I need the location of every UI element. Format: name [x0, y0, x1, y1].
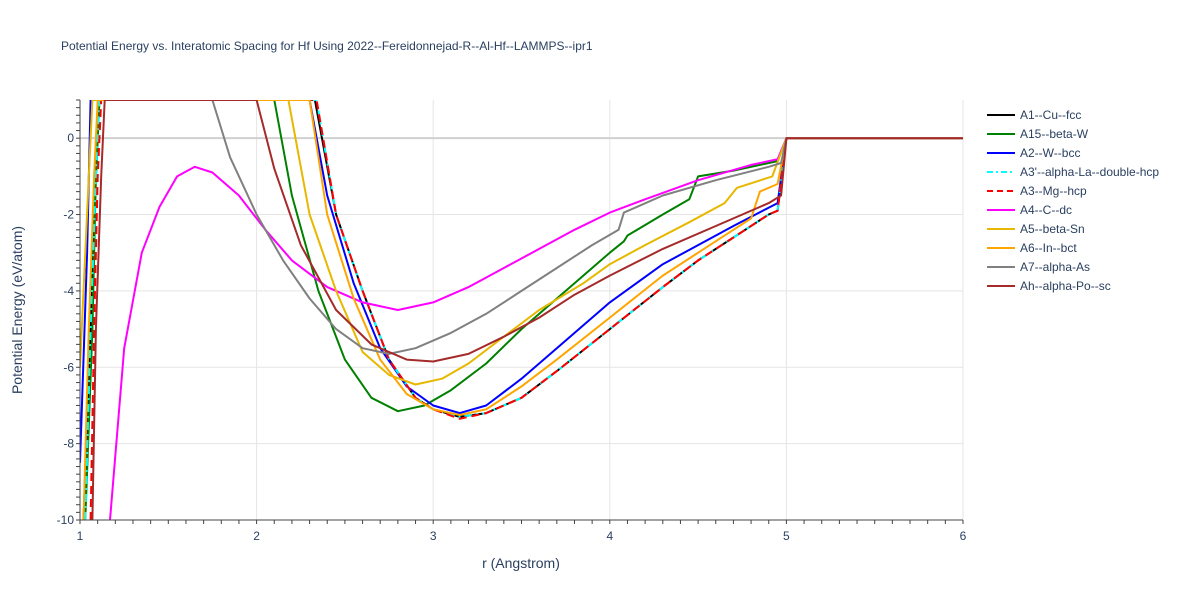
legend-item[interactable]: A5--beta-Sn [987, 222, 1085, 236]
series-line-4 [89, 100, 963, 520]
x-axis-label: r (Angstrom) [482, 555, 560, 571]
y-tick-label: -6 [63, 360, 74, 374]
series-line-0 [82, 100, 963, 520]
legend-item[interactable]: A2--W--bcc [987, 146, 1080, 160]
x-tick-label: 6 [960, 529, 967, 543]
x-tick-label: 4 [606, 529, 613, 543]
y-tick-label: -2 [63, 208, 74, 222]
x-tick-label: 5 [783, 529, 790, 543]
y-tick-label: -4 [63, 284, 74, 298]
series-line-5 [109, 137, 963, 520]
legend-item[interactable]: A6--In--bct [987, 241, 1077, 255]
axes: 1 2 3 4 5 6 0 -2 -4 -6 -8 -10 [57, 99, 967, 543]
y-tick-label: -8 [63, 437, 74, 451]
series-line-9 [91, 100, 963, 520]
legend-label: A6--In--bct [1020, 241, 1077, 255]
series-line-6 [80, 100, 963, 386]
y-tick-label: 0 [67, 131, 74, 145]
series-line-3 [84, 100, 963, 520]
x-tick-label: 3 [430, 529, 437, 543]
x-tick-label: 1 [77, 529, 84, 543]
legend-label: A4--C--dc [1020, 203, 1072, 217]
x-tick-label: 2 [253, 529, 260, 543]
legend-label: A7--alpha-As [1020, 260, 1090, 274]
legend[interactable]: A1--Cu--fcc A15--beta-W A2--W--bcc A3'--alp… [987, 108, 1159, 293]
grid [80, 100, 964, 520]
legend-item[interactable]: A7--alpha-As [987, 260, 1090, 274]
legend-label: A3--Mg--hcp [1020, 184, 1087, 198]
legend-label: A1--Cu--fcc [1020, 108, 1081, 122]
series-layer [80, 100, 963, 520]
y-tick-label: -10 [57, 513, 75, 527]
y-axis-label: Potential Energy (eV/atom) [9, 226, 25, 394]
series-line-1 [84, 100, 963, 520]
legend-item[interactable]: Ah--alpha-Po--sc [987, 279, 1111, 293]
series-line-7 [82, 100, 963, 520]
legend-label: Ah--alpha-Po--sc [1020, 279, 1111, 293]
legend-item[interactable]: A15--beta-W [987, 127, 1089, 141]
series-line-8 [211, 100, 963, 355]
legend-item[interactable]: A3--Mg--hcp [987, 184, 1087, 198]
legend-label: A5--beta-Sn [1020, 222, 1085, 236]
legend-label: A2--W--bcc [1020, 146, 1080, 160]
chart-title: Potential Energy vs. Interatomic Spacing… [61, 39, 593, 53]
legend-item[interactable]: A3'--alpha-La--double-hcp [987, 165, 1159, 179]
legend-item[interactable]: A1--Cu--fcc [987, 108, 1081, 122]
series-line-2 [80, 100, 963, 463]
legend-label: A3'--alpha-La--double-hcp [1020, 165, 1159, 179]
legend-item[interactable]: A4--C--dc [987, 203, 1072, 217]
legend-label: A15--beta-W [1020, 127, 1089, 141]
